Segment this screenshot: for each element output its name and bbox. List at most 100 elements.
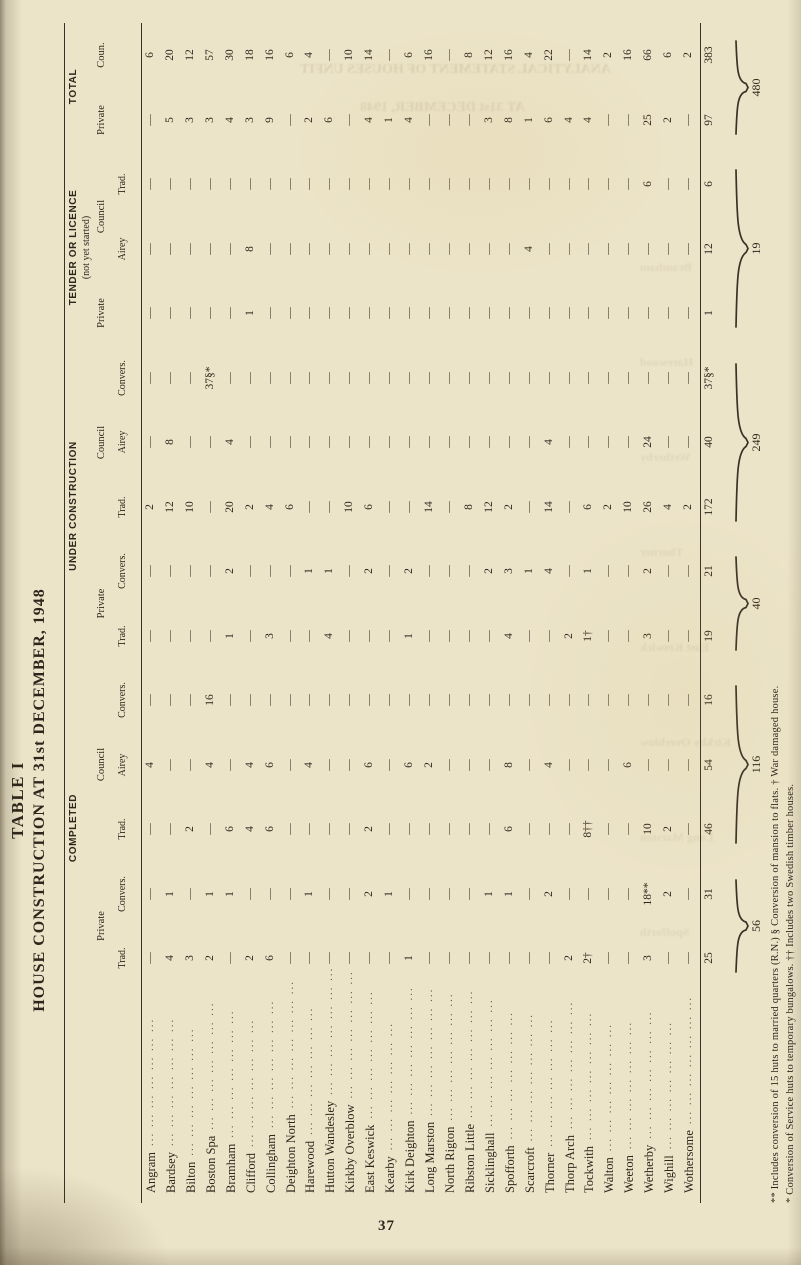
brace-icon [735,879,749,973]
table-cell: — [602,565,615,577]
table-cell: — [203,823,216,835]
table-cell: — [343,372,356,384]
dot-leader: ... ... ... ... ... ... ... [542,1018,555,1147]
parish-name: Bramham... ... ... ... ... ... ... [224,961,239,1193]
parish-name: Kirkby Overblow... ... ... ... ... ... .… [343,961,358,1193]
table-cell: — [403,178,416,190]
table-cell: — [602,114,615,126]
brace-total: 249 [749,433,763,452]
table-cell: — [462,114,475,126]
total-cell: 12 [703,243,715,255]
table-cell: 2† [582,952,595,964]
table-cell: — [602,759,615,771]
table-cell: 1 [383,117,396,123]
table-cell: — [163,694,176,706]
table-cell: — [223,372,236,384]
table-cell: — [363,952,376,964]
table-row: Kirkby Overblow... ... ... ... ... ... .… [341,0,361,1265]
parish-name: Collingham... ... ... ... ... ... ... [264,961,279,1193]
table-cell: — [542,307,555,319]
subgroup-header: Council [96,747,107,782]
table-cell: — [423,307,436,319]
table-row: Deighton North... ... ... ... ... ... ..… [282,0,302,1265]
dot-leader: ... ... ... ... ... ... ... [502,1011,515,1140]
table-cell: — [343,823,356,835]
brace-icon [735,40,749,135]
table-cell: — [462,759,475,771]
table-cell: 66 [642,49,655,61]
brace-total: 56 [749,920,763,932]
table-cell: 2 [502,504,515,510]
table-row: Collingham... ... ... ... ... ... ... 6—6… [262,0,282,1265]
table-cell: — [303,178,316,190]
table-cell: — [442,243,455,255]
table-cell: 14 [363,49,376,61]
table-cell: 1 [223,891,236,897]
table-cell: — [403,694,416,706]
table-cell: 2 [602,52,615,58]
column-header: Convers. [117,360,128,396]
rule-top [64,23,65,1203]
table-cell: — [403,243,416,255]
table-cell: — [383,823,396,835]
table-cell: — [682,114,695,126]
parish-name: Long Marston... ... ... ... ... ... ... [423,961,438,1193]
table-cell: — [323,501,336,513]
table-cell: 16 [203,694,216,706]
table-cell: 1 [203,891,216,897]
column-header: Trad. [117,496,128,518]
table-cell: — [662,307,675,319]
table-cell: — [423,178,436,190]
table-cell: — [243,630,256,642]
table-row: Angram... ... ... ... ... ... ... — — —4— — —… [142,0,162,1265]
table-cell: — [223,759,236,771]
dot-leader: ... ... ... ... ... ... ... [423,987,436,1116]
table-cell: — [263,888,276,900]
dot-leader: ... ... ... ... ... ... ... [323,966,336,1095]
table-cell: — [662,436,675,448]
table-cell: — [203,436,216,448]
table-cell: 37§* [203,366,216,390]
table-cell: — [682,759,695,771]
table-cell: — [303,436,316,448]
table-cell: — [363,630,376,642]
table-cell: 4 [203,762,216,768]
table-cell: — [562,694,575,706]
table-cell: 4 [223,439,236,445]
parish-name: Kearby... ... ... ... ... ... ... [383,961,398,1193]
table-cell: — [383,49,396,61]
parish-name: East Keswick... ... ... ... ... ... ... [363,961,378,1193]
table-cell: — [363,307,376,319]
table-row: Bardsey... ... ... ... ... ... ... 4 1 — — — —… [162,0,182,1265]
table-cell: — [323,178,336,190]
table-cell: 9 [263,117,276,123]
table-cell: 2 [682,52,695,58]
table-cell: — [363,178,376,190]
table-cell: 2 [682,504,695,510]
group-header: COMPLETED [68,793,79,863]
table-cell: — [303,952,316,964]
table-cell: 4 [303,52,316,58]
table-cell: 6 [223,826,236,832]
table-cell: — [383,243,396,255]
table-cell: — [263,243,276,255]
table-cell: — [562,759,575,771]
table-row: Thorner... ... ... ... ... ... ... —2—4— —… [541,0,561,1265]
table-cell: — [482,759,495,771]
table-cell: — [383,565,396,577]
table-cell: 30 [223,49,236,61]
table-cell: 16 [502,49,515,61]
table-cell: 4 [263,504,276,510]
table-cell: — [462,178,475,190]
table-cell: — [263,372,276,384]
table-cell: — [163,307,176,319]
table-cell: — [622,888,635,900]
table-cell: — [642,759,655,771]
parish-name: Angram... ... ... ... ... ... ... [144,961,159,1193]
table-cell: — [682,307,695,319]
table-cell: 8 [462,52,475,58]
table-cell: 2 [363,891,376,897]
table-cell: — [183,759,196,771]
table-cell: 1 [383,891,396,897]
table-cell: — [642,307,655,319]
